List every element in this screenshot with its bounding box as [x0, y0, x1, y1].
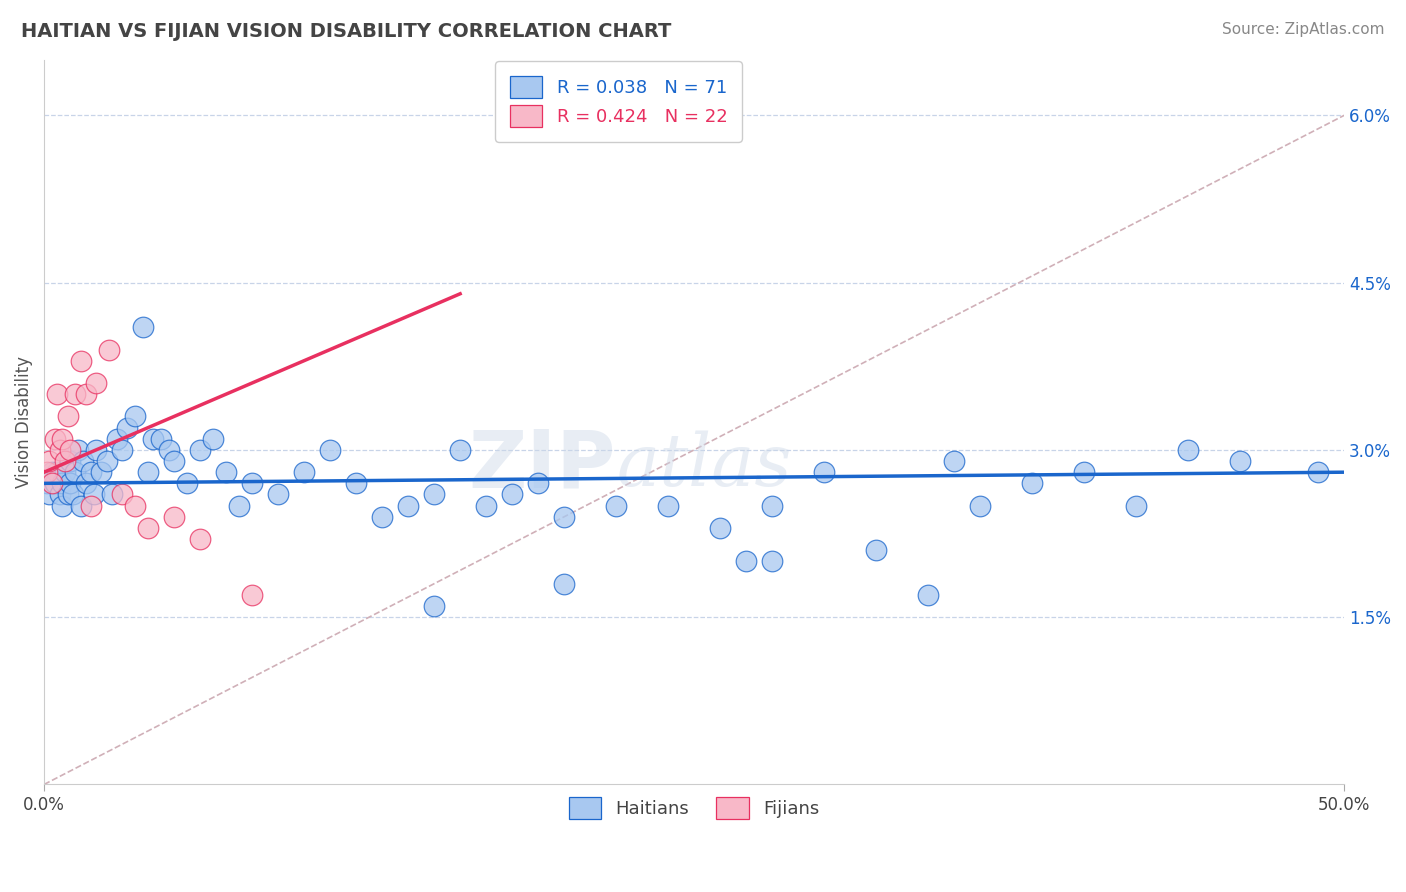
Point: [1021, 476, 1043, 491]
Point: [553, 576, 575, 591]
Point: [1308, 465, 1330, 479]
Point: [157, 442, 180, 457]
Point: [100, 487, 122, 501]
Point: [969, 499, 991, 513]
Text: HAITIAN VS FIJIAN VISION DISABILITY CORRELATION CHART: HAITIAN VS FIJIAN VISION DISABILITY CORR…: [21, 22, 672, 41]
Point: [228, 499, 250, 513]
Point: [53, 465, 76, 479]
Point: [98, 343, 121, 357]
Point: [1125, 499, 1147, 513]
Point: [150, 432, 173, 446]
Point: [83, 487, 105, 501]
Text: Source: ZipAtlas.com: Source: ZipAtlas.com: [1222, 22, 1385, 37]
Point: [59, 476, 82, 491]
Point: [72, 454, 94, 468]
Point: [1073, 465, 1095, 479]
Text: atlas: atlas: [616, 430, 792, 500]
Point: [124, 409, 146, 424]
Y-axis label: Vision Disability: Vision Disability: [15, 356, 32, 488]
Point: [188, 532, 211, 546]
Point: [865, 543, 887, 558]
Point: [423, 599, 446, 613]
Point: [111, 487, 134, 501]
Point: [69, 499, 91, 513]
Point: [553, 509, 575, 524]
Point: [59, 442, 82, 457]
Point: [105, 432, 128, 446]
Point: [38, 454, 60, 468]
Point: [449, 442, 471, 457]
Point: [51, 432, 73, 446]
Point: [59, 454, 82, 468]
Point: [35, 465, 58, 479]
Point: [475, 499, 498, 513]
Point: [423, 487, 446, 501]
Point: [202, 432, 225, 446]
Point: [124, 499, 146, 513]
Point: [117, 420, 139, 434]
Point: [80, 499, 103, 513]
Point: [51, 476, 73, 491]
Point: [80, 465, 103, 479]
Point: [46, 387, 69, 401]
Point: [344, 476, 367, 491]
Point: [51, 499, 73, 513]
Point: [66, 442, 89, 457]
Point: [84, 376, 107, 390]
Text: ZIP: ZIP: [468, 426, 616, 505]
Point: [111, 442, 134, 457]
Point: [527, 476, 550, 491]
Legend: Haitians, Fijians: Haitians, Fijians: [561, 789, 827, 826]
Point: [69, 353, 91, 368]
Point: [396, 499, 419, 513]
Point: [75, 476, 97, 491]
Point: [709, 521, 731, 535]
Point: [215, 465, 238, 479]
Point: [657, 499, 679, 513]
Point: [62, 487, 84, 501]
Point: [267, 487, 290, 501]
Point: [48, 442, 70, 457]
Point: [96, 454, 118, 468]
Point: [371, 509, 394, 524]
Point: [65, 465, 87, 479]
Point: [943, 454, 966, 468]
Point: [53, 454, 76, 468]
Point: [319, 442, 342, 457]
Point: [132, 320, 155, 334]
Point: [605, 499, 627, 513]
Point: [44, 476, 66, 491]
Point: [188, 442, 211, 457]
Point: [501, 487, 523, 501]
Point: [44, 432, 66, 446]
Point: [240, 476, 263, 491]
Point: [163, 454, 186, 468]
Point: [90, 465, 112, 479]
Point: [292, 465, 315, 479]
Point: [163, 509, 186, 524]
Point: [136, 521, 159, 535]
Point: [142, 432, 165, 446]
Point: [65, 387, 87, 401]
Point: [41, 465, 63, 479]
Point: [176, 476, 198, 491]
Point: [735, 554, 758, 568]
Point: [56, 487, 79, 501]
Point: [917, 588, 939, 602]
Point: [41, 476, 63, 491]
Point: [48, 487, 70, 501]
Point: [813, 465, 835, 479]
Point: [46, 465, 69, 479]
Point: [56, 409, 79, 424]
Point: [761, 554, 783, 568]
Point: [1229, 454, 1251, 468]
Point: [75, 387, 97, 401]
Point: [136, 465, 159, 479]
Point: [38, 487, 60, 501]
Point: [240, 588, 263, 602]
Point: [1177, 442, 1199, 457]
Point: [35, 476, 58, 491]
Point: [84, 442, 107, 457]
Point: [761, 499, 783, 513]
